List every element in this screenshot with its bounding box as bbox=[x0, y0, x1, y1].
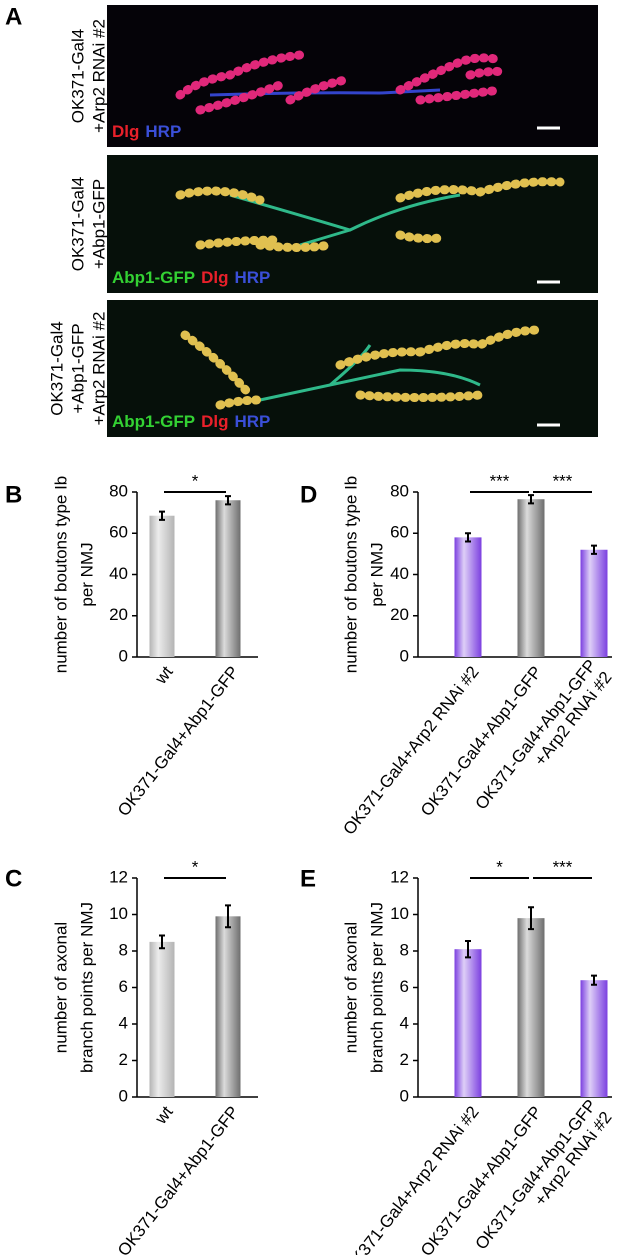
stain-label: HRP bbox=[235, 412, 271, 431]
panel-label: B bbox=[5, 481, 22, 508]
y-tick-label: 8 bbox=[400, 940, 409, 959]
stain-legend: Abp1-GFP Dlg HRP bbox=[112, 268, 270, 287]
y-tick-label: 10 bbox=[109, 904, 128, 923]
error-bar bbox=[159, 934, 165, 950]
error-bar bbox=[159, 510, 165, 521]
y-axis-label: per NMJ bbox=[367, 542, 386, 606]
stain-label: HRP bbox=[145, 122, 181, 141]
error-bar bbox=[465, 939, 471, 959]
x-tick-label: OK371-Gal4+Abp1-GFP bbox=[114, 1103, 243, 1255]
micrograph bbox=[107, 155, 598, 293]
bar bbox=[215, 916, 241, 1097]
y-tick-label: 0 bbox=[400, 646, 409, 665]
error-bar bbox=[225, 904, 231, 929]
y-tick-label: 2 bbox=[400, 1050, 409, 1069]
y-axis-label: branch points per NMJ bbox=[77, 902, 96, 1073]
stain-legend: Abp1-GFP Dlg HRP bbox=[112, 412, 270, 431]
y-tick-label: 10 bbox=[390, 904, 409, 923]
bar bbox=[517, 918, 545, 1097]
micrograph bbox=[107, 5, 598, 147]
boutons bbox=[175, 177, 565, 252]
panel-label: C bbox=[5, 865, 22, 892]
stain-label: Dlg bbox=[201, 412, 228, 431]
x-tick-label: wt bbox=[151, 1102, 177, 1128]
stain-label: HRP bbox=[235, 268, 271, 287]
error-bar bbox=[528, 494, 534, 505]
boutons bbox=[175, 50, 350, 115]
y-axis-label: number of boutons type Ib bbox=[51, 476, 70, 674]
genotype-label: +Arp2 RNAi #2 bbox=[89, 19, 108, 133]
y-axis-label: number of axonal bbox=[51, 922, 70, 1053]
bar bbox=[149, 515, 175, 657]
error-bar bbox=[591, 544, 597, 555]
panel-label: D bbox=[300, 481, 317, 508]
bar bbox=[149, 941, 175, 1097]
y-tick-label: 80 bbox=[390, 481, 409, 500]
y-tick-label: 0 bbox=[400, 1086, 409, 1105]
stain-label: Abp1-GFP bbox=[112, 268, 195, 287]
error-bar bbox=[591, 974, 597, 986]
bar bbox=[580, 980, 608, 1097]
genotype-label: OK371-Gal4 bbox=[68, 177, 87, 272]
micrograph bbox=[107, 300, 598, 437]
y-axis-label: number of axonal bbox=[341, 922, 360, 1053]
genotype-label: +Abp1-GFP bbox=[68, 323, 87, 413]
significance-label: *** bbox=[490, 471, 510, 490]
y-tick-label: 6 bbox=[119, 977, 128, 996]
error-bar bbox=[465, 532, 471, 543]
stain-label: Dlg bbox=[112, 122, 139, 141]
y-tick-label: 2 bbox=[119, 1050, 128, 1069]
genotype-label: OK371-Gal4 bbox=[68, 29, 87, 124]
significance-label: * bbox=[192, 857, 199, 876]
y-tick-label: 4 bbox=[400, 1013, 409, 1032]
significance-label: *** bbox=[553, 857, 573, 876]
significance-label: * bbox=[192, 471, 199, 490]
y-tick-label: 20 bbox=[109, 605, 128, 624]
y-tick-label: 0 bbox=[119, 1086, 128, 1105]
y-tick-label: 80 bbox=[109, 481, 128, 500]
y-tick-label: 4 bbox=[119, 1013, 128, 1032]
boutons bbox=[395, 53, 510, 105]
y-axis-label: number of boutons type Ib bbox=[341, 476, 360, 674]
y-axis-label: branch points per NMJ bbox=[367, 902, 386, 1073]
axon bbox=[229, 193, 461, 247]
y-tick-label: 0 bbox=[119, 646, 128, 665]
x-tick-label: OK371-Gal4+Abp1-GFP bbox=[114, 663, 243, 820]
error-bar bbox=[528, 906, 534, 931]
error-bar bbox=[225, 495, 231, 506]
significance-label: *** bbox=[553, 471, 573, 490]
x-tick-label: OK371-Gal4+Arp2 RNAi #2 bbox=[339, 1103, 482, 1255]
micrographs bbox=[107, 5, 598, 437]
genotype-label: +Abp1-GFP bbox=[89, 179, 108, 269]
bar bbox=[580, 549, 608, 657]
y-tick-label: 6 bbox=[400, 977, 409, 996]
y-tick-label: 40 bbox=[390, 564, 409, 583]
stain-legend: Dlg HRP bbox=[112, 122, 181, 141]
y-tick-label: 12 bbox=[109, 867, 128, 886]
x-tick-label: wt bbox=[151, 662, 177, 688]
bar bbox=[517, 499, 545, 657]
y-tick-label: 60 bbox=[390, 523, 409, 542]
y-tick-label: 8 bbox=[119, 940, 128, 959]
y-tick-label: 20 bbox=[390, 605, 409, 624]
significance-label: * bbox=[496, 857, 503, 876]
genotype-label: +Arp2 RNAi #2 bbox=[89, 312, 108, 426]
y-tick-label: 12 bbox=[390, 867, 409, 886]
y-axis-label: per NMJ bbox=[77, 542, 96, 606]
stain-label: Dlg bbox=[201, 268, 228, 287]
boutons bbox=[180, 325, 545, 410]
panel-label: A bbox=[5, 3, 22, 30]
genotype-label: OK371-Gal4 bbox=[47, 321, 66, 416]
stain-label: Abp1-GFP bbox=[112, 412, 195, 431]
bar bbox=[454, 537, 482, 657]
y-tick-label: 40 bbox=[109, 564, 128, 583]
bar bbox=[215, 500, 241, 657]
y-tick-label: 60 bbox=[109, 523, 128, 542]
panel-label: E bbox=[300, 865, 316, 892]
bar bbox=[454, 949, 482, 1097]
